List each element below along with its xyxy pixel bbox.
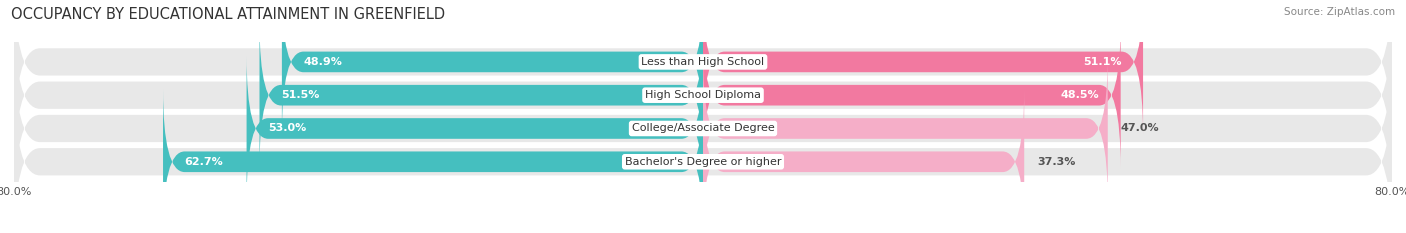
Text: 37.3%: 37.3% bbox=[1038, 157, 1076, 167]
Text: 51.5%: 51.5% bbox=[281, 90, 319, 100]
Legend: Owner-occupied, Renter-occupied: Owner-occupied, Renter-occupied bbox=[576, 230, 830, 233]
Text: College/Associate Degree: College/Associate Degree bbox=[631, 123, 775, 134]
FancyBboxPatch shape bbox=[281, 0, 703, 135]
FancyBboxPatch shape bbox=[703, 22, 1121, 168]
Text: Bachelor's Degree or higher: Bachelor's Degree or higher bbox=[624, 157, 782, 167]
FancyBboxPatch shape bbox=[703, 0, 1143, 135]
FancyBboxPatch shape bbox=[14, 75, 1392, 233]
FancyBboxPatch shape bbox=[246, 56, 703, 201]
Text: High School Diploma: High School Diploma bbox=[645, 90, 761, 100]
FancyBboxPatch shape bbox=[14, 9, 1392, 182]
FancyBboxPatch shape bbox=[14, 42, 1392, 215]
FancyBboxPatch shape bbox=[703, 89, 1024, 233]
Text: 48.5%: 48.5% bbox=[1060, 90, 1099, 100]
Text: Less than High School: Less than High School bbox=[641, 57, 765, 67]
FancyBboxPatch shape bbox=[14, 0, 1392, 148]
FancyBboxPatch shape bbox=[260, 22, 703, 168]
Text: 51.1%: 51.1% bbox=[1083, 57, 1122, 67]
FancyBboxPatch shape bbox=[703, 56, 1108, 201]
Text: 62.7%: 62.7% bbox=[184, 157, 224, 167]
Text: 53.0%: 53.0% bbox=[269, 123, 307, 134]
Text: 48.9%: 48.9% bbox=[304, 57, 342, 67]
FancyBboxPatch shape bbox=[163, 89, 703, 233]
Text: OCCUPANCY BY EDUCATIONAL ATTAINMENT IN GREENFIELD: OCCUPANCY BY EDUCATIONAL ATTAINMENT IN G… bbox=[11, 7, 446, 22]
Text: 47.0%: 47.0% bbox=[1121, 123, 1160, 134]
Text: Source: ZipAtlas.com: Source: ZipAtlas.com bbox=[1284, 7, 1395, 17]
